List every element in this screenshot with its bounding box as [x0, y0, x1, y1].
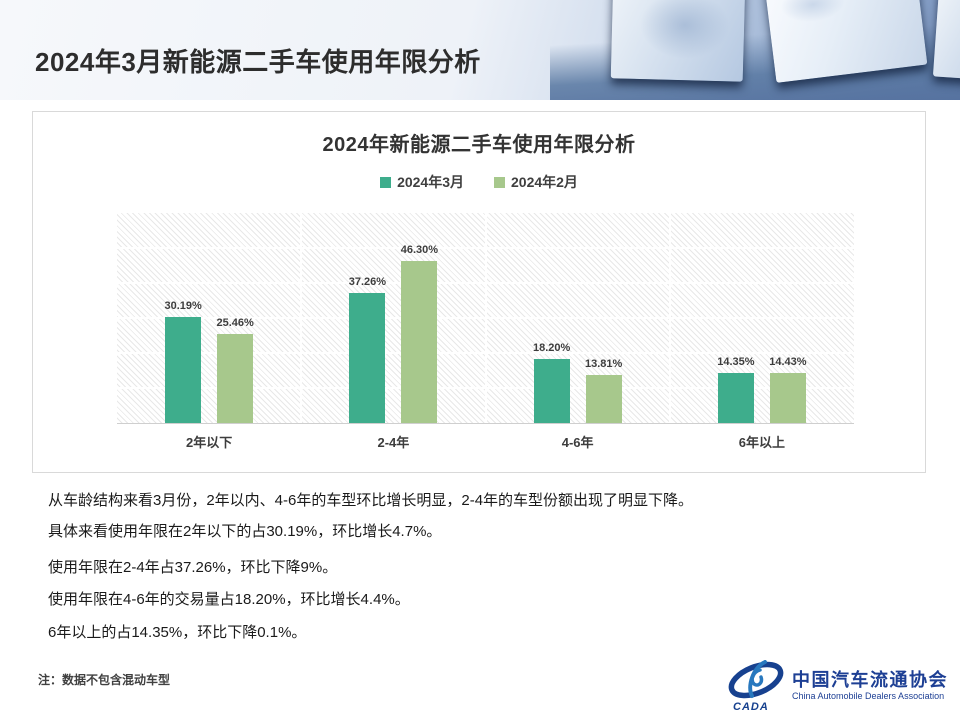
bar-2024年3月-2-4年: 37.26% [349, 276, 386, 423]
bar-value-label: 18.20% [532, 342, 571, 355]
cube-graphic [610, 0, 746, 82]
category-separator [668, 213, 671, 423]
bar-value-label: 37.26% [348, 275, 387, 288]
bar-group-2-4年: 37.26% 46.30% [301, 213, 485, 423]
bar-group-6年以上: 14.35% 14.43% [670, 213, 854, 423]
logo-name-en: China Automobile Dealers Association [792, 691, 945, 702]
logo-text: 中国汽车流通协会 China Automobile Dealers Associ… [792, 670, 948, 701]
slide-header: 2024年3月新能源二手车使用年限分析 [0, 0, 960, 100]
x-axis-labels: 2年以下 2-4年 4-6年 6年以上 [117, 432, 854, 451]
legend-label: 2024年3月 [397, 174, 464, 190]
logo-name-cn: 中国汽车流通协会 [792, 670, 948, 691]
analysis-text: 具体来看使用年限在2年以下的占30.19%，环比增长4.7%。 [48, 523, 442, 540]
cada-logo: CADA 中国汽车流通协会 China Automobile Dealers A… [727, 660, 948, 712]
bar-value-label: 46.30% [400, 244, 439, 256]
analysis-text: 6年以上的占14.35%，环比下降0.1%。 [48, 624, 307, 641]
bar-2024年2月-2年以下: 25.46% [216, 317, 254, 423]
bar-group-2年以下: 30.19% 25.46% [117, 213, 301, 423]
bar-value-label: 13.81% [584, 357, 623, 370]
bar-2024年3月-4-6年: 18.20% [533, 342, 570, 423]
legend-item-2024年3月: 2024年3月 [380, 172, 464, 192]
x-axis-label-6年以上: 6年以上 [738, 435, 785, 450]
bar-2024年2月-4-6年: 13.81% [585, 358, 622, 423]
bar-2024年3月-2年以下: 30.19% [164, 300, 202, 423]
category-separator [300, 213, 303, 423]
chart-legend: 2024年3月 2024年2月 [33, 172, 925, 192]
chart-title: 2024年新能源二手车使用年限分析 [322, 134, 636, 156]
footnote: 注：数据不包含混动车型 [38, 673, 171, 687]
bar-2024年2月-2-4年: 46.30% [401, 244, 438, 423]
cada-acronym: CADA [733, 701, 769, 712]
bar-value-label: 14.43% [769, 355, 807, 368]
chart-card: 2024年新能源二手车使用年限分析 2024年3月 2024年2月 30.19% 2… [32, 111, 926, 473]
legend-item-2024年2月: 2024年2月 [494, 172, 578, 192]
x-axis-label-2年以下: 2年以下 [186, 435, 233, 450]
x-axis-label-2-4年: 2-4年 [377, 435, 410, 450]
page-title: 2024年3月新能源二手车使用年限分析 [35, 47, 481, 77]
bar-value-label: 14.35% [717, 355, 755, 368]
analysis-text: 从车龄结构来看3月份，2年以内、4-6年的车型环比增长明显，2-4年的车型份额出… [48, 492, 694, 509]
chart-plot-area: 30.19% 25.46% 37.26% 46.30% 18.20% 13.81% 14.3… [117, 213, 854, 424]
legend-label: 2024年2月 [511, 174, 578, 190]
bar-2024年3月-6年以上: 14.35% [717, 356, 755, 423]
bar-value-label: 30.19% [164, 300, 202, 313]
analysis-text: 使用年限在4-6年的交易量占18.20%，环比增长4.4%。 [48, 591, 410, 608]
bar-group-4-6年: 18.20% 13.81% [486, 213, 670, 423]
cube-graphic [932, 0, 960, 80]
cada-logo-icon: CADA [728, 660, 784, 712]
legend-swatch [380, 176, 392, 188]
analysis-text: 使用年限在2-4年占37.26%，环比下降9%。 [48, 559, 338, 576]
bar-2024年2月-6年以上: 14.43% [769, 356, 807, 423]
legend-swatch [494, 176, 505, 188]
category-separator [484, 213, 487, 423]
x-axis-label-4-6年: 4-6年 [561, 435, 594, 450]
bar-value-label: 25.46% [216, 316, 254, 329]
